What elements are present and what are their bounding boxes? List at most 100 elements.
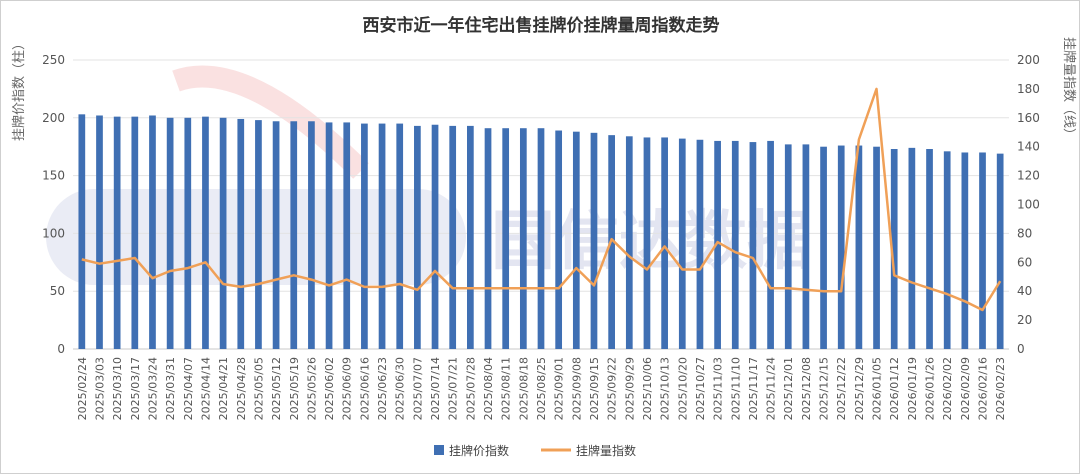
bar [202,116,209,349]
y-right-tick-label: 180 [1017,82,1040,96]
x-tick-label: 2025/07/07 [411,357,424,420]
bar [237,118,245,350]
y-left-tick-label: 150 [42,169,65,183]
x-tick-label: 2025/12/22 [835,357,848,420]
bar [502,128,510,349]
bar [555,130,563,349]
x-tick-label: 2026/01/19 [906,357,919,420]
bar [784,144,792,349]
series-line [81,87,1002,312]
x-tick-label: 2025/10/06 [641,357,654,420]
watermark: 国信达数据 [46,65,811,285]
x-tick-label: 2025/09/29 [623,357,636,420]
x-tick-label: 2026/02/02 [941,357,954,420]
bar [272,121,280,349]
x-tick-label: 2025/03/24 [146,357,159,420]
bar [431,124,439,350]
bar [943,151,951,349]
bar [979,152,986,349]
y-axis-right-title: 挂牌量指数（线） [1061,37,1077,141]
bar [855,145,863,349]
bar [290,121,298,349]
x-tick-label: 2025/12/29 [853,357,866,420]
x-tick-label: 2025/04/28 [235,357,248,420]
legend: 挂牌价指数 挂牌量指数 [434,443,636,458]
bar [184,117,192,349]
bar [661,137,668,349]
bar [166,117,174,349]
x-tick-label: 2025/12/15 [818,357,831,420]
bar [149,115,156,349]
x-tick-label: 2025/07/21 [447,357,460,420]
x-tick-label: 2025/09/15 [588,357,601,420]
y-axis-right: 0 20 40 60 80 100 120 140 160 180 200 [1017,53,1040,356]
x-tick-label: 2025/05/26 [305,357,318,420]
bar [961,152,969,349]
y-left-tick-label: 200 [42,111,65,125]
bar [96,115,103,349]
bar [361,123,368,349]
bar [590,132,598,349]
bar [767,140,774,349]
y-right-tick-label: 160 [1017,111,1040,125]
y-right-tick-label: 100 [1017,198,1040,212]
x-tick-label: 2025/11/03 [712,357,725,420]
y-left-tick-label: 0 [57,342,65,356]
bar [625,136,633,349]
bar [731,140,739,349]
y-right-tick-label: 140 [1017,140,1040,154]
y-right-tick-label: 120 [1017,169,1040,183]
bar [837,145,845,349]
x-tick-label: 2025/09/01 [553,357,566,420]
bar [873,146,880,349]
bar [396,123,404,349]
bar [802,144,810,349]
x-tick-label: 2025/03/17 [129,357,142,420]
bar [131,116,139,349]
bar [572,131,580,349]
x-tick-label: 2026/02/23 [994,357,1007,420]
y-left-tick-label: 100 [42,226,65,240]
bar [519,128,527,349]
bar [449,125,457,349]
y-right-tick-label: 80 [1017,226,1032,240]
bar [414,125,421,349]
x-tick-label: 2025/02/24 [76,357,89,420]
bar [308,121,315,349]
bar [643,137,651,349]
x-tick-label: 2025/11/17 [747,357,760,420]
bar [78,114,86,349]
bar [113,116,121,349]
x-tick-label: 2025/09/22 [606,357,619,420]
x-tick-label: 2025/07/14 [429,357,442,420]
bar [484,128,492,349]
x-tick-label: 2025/03/31 [164,357,177,420]
bar [908,147,916,349]
x-tick-label: 2025/10/27 [694,357,707,420]
bar [749,142,757,349]
x-tick-label: 2025/06/02 [323,357,336,420]
x-tick-label: 2025/10/20 [676,357,689,420]
y-right-tick-label: 40 [1017,284,1032,298]
bar [467,125,474,349]
x-tick-label: 2025/04/21 [217,357,230,420]
x-tick-label: 2025/06/23 [376,357,389,420]
x-axis: 2025/02/24 2025/03/03 2025/03/10 2025/03/17… [76,357,1007,420]
x-tick-label: 2025/06/09 [341,357,354,420]
watermark-logo-swoosh [172,65,369,179]
x-tick-label: 2025/09/08 [570,357,583,420]
x-tick-label: 2025/12/08 [800,357,813,420]
legend-label-bar: 挂牌价指数 [449,443,509,458]
x-tick-label: 2026/02/16 [977,357,990,420]
bar [255,120,262,349]
x-tick-label: 2025/05/19 [288,357,301,420]
bar [378,123,386,349]
bar [696,139,704,349]
x-tick-label: 2025/05/05 [252,357,265,420]
bar [926,149,933,349]
legend-label-line: 挂牌量指数 [576,443,636,458]
y-axis-left: 0 50 100 150 200 250 [42,53,65,356]
y-axis-left-title: 挂牌价指数（柱） [11,37,27,141]
